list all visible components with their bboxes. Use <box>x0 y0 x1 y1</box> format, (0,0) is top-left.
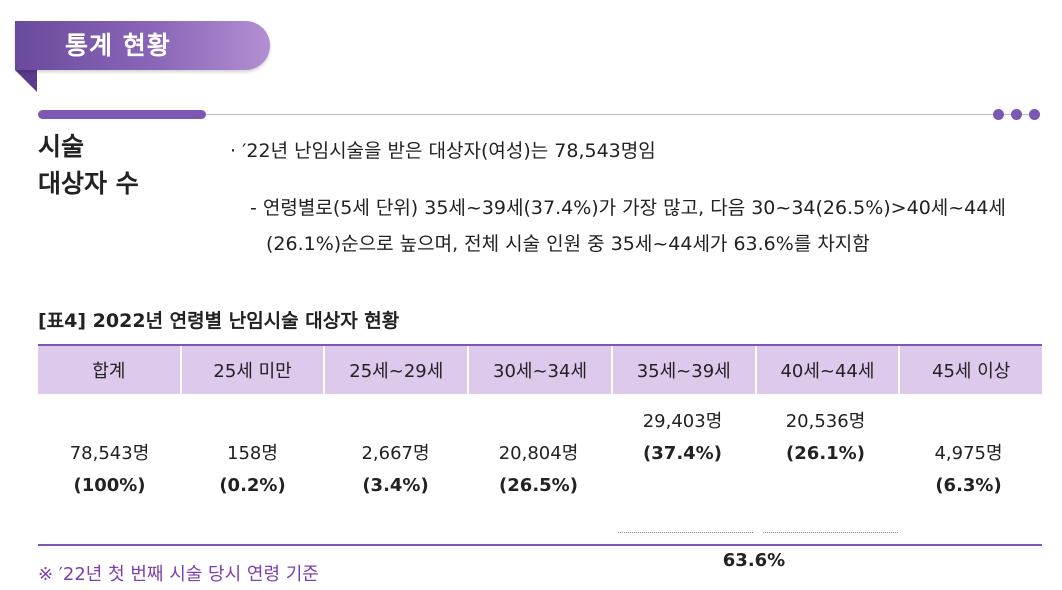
cell-percent: (6.3%) <box>935 475 1002 496</box>
detail-text: - 연령별로(5세 단위) 35세~39세(37.4%)가 가장 많고, 다음 … <box>250 190 1050 262</box>
cell-value: 20,804명 <box>498 443 579 464</box>
table-cell: 158명 (0.2%) <box>181 438 324 502</box>
cell-value: 4,975명 <box>934 443 1003 464</box>
cell-percent: (37.4%) <box>643 443 722 464</box>
cell-value: 158명 <box>227 443 278 464</box>
divider-accent <box>38 110 206 119</box>
table-cell: 20,804명 (26.5%) <box>467 438 610 502</box>
summary-text: ′22년 난임시술을 받은 대상자(여성)는 78,543명임 <box>242 140 656 162</box>
table-cell: 4,975명 (6.3%) <box>897 438 1040 502</box>
table-header-cell: 45세 이상 <box>932 361 1011 382</box>
stats-table: 합계 25세 미만 25세~29세 30세~34세 35세~39세 40세~44… <box>38 344 1042 571</box>
table-header-cell: 40세~44세 <box>757 346 901 394</box>
cell-value: 20,536명 <box>785 411 866 432</box>
table-cell: 29,403명 (37.4%) <box>611 406 754 470</box>
detail-line2: (26.1%)순으로 높으며, 전체 시술 인원 중 35세~44세가 63.6… <box>266 233 870 255</box>
header-tab: 통계 현황 <box>15 21 270 70</box>
table-title: [표4] 2022년 연령별 난임시술 대상자 현황 <box>38 310 400 332</box>
cell-percent: (26.1%) <box>786 443 865 464</box>
divider-line <box>38 114 1038 115</box>
cell-percent: (100%) <box>73 475 146 496</box>
section-label: 시술 대상자 수 <box>38 128 218 202</box>
combined-percent: 63.6% <box>722 550 786 571</box>
divider-dot <box>1029 109 1040 120</box>
section-label-line1: 시술 <box>38 132 85 161</box>
header-tab-fold <box>15 70 37 92</box>
table-header-cell: 25세~29세 <box>325 346 470 394</box>
summary-bullet: · ′22년 난임시술을 받은 대상자(여성)는 78,543명임 <box>230 136 656 163</box>
cell-percent: (3.4%) <box>362 475 429 496</box>
table-header-cell: 30세~34세 <box>469 346 613 394</box>
cell-value: 29,403명 <box>642 411 723 432</box>
dotted-separator <box>618 532 753 533</box>
detail-line1: - 연령별로(5세 단위) 35세~39세(37.4%)가 가장 많고, 다음 … <box>250 197 1006 219</box>
divider-dot <box>993 109 1004 120</box>
table-body: 78,543명 (100%) 158명 (0.2%) 2,667명 (3.4%)… <box>38 394 1042 571</box>
table-cell: 20,536명 (26.1%) <box>754 406 897 470</box>
cell-percent: (26.5%) <box>499 475 578 496</box>
cell-value: 2,667명 <box>361 443 430 464</box>
cell-value: 78,543명 <box>69 443 150 464</box>
footnote: ※ ′22년 첫 번째 시술 당시 연령 기준 <box>38 564 319 585</box>
table-header-row: 합계 25세 미만 25세~29세 30세~34세 35세~39세 40세~44… <box>38 344 1042 394</box>
table-header-cell: 25세 미만 <box>182 346 326 394</box>
page-title: 통계 현황 <box>65 31 171 60</box>
dotted-separator <box>763 532 898 533</box>
cell-percent: (0.2%) <box>219 475 286 496</box>
table-cell: 2,667명 (3.4%) <box>324 438 467 502</box>
table-header-cell: 합계 <box>38 346 182 394</box>
table-cell: 78,543명 (100%) <box>38 438 181 502</box>
table-header-cell: 35세~39세 <box>613 346 757 394</box>
section-label-line2: 대상자 수 <box>38 169 139 198</box>
bullet-dot: · <box>230 140 243 162</box>
divider-dot <box>1011 109 1022 120</box>
